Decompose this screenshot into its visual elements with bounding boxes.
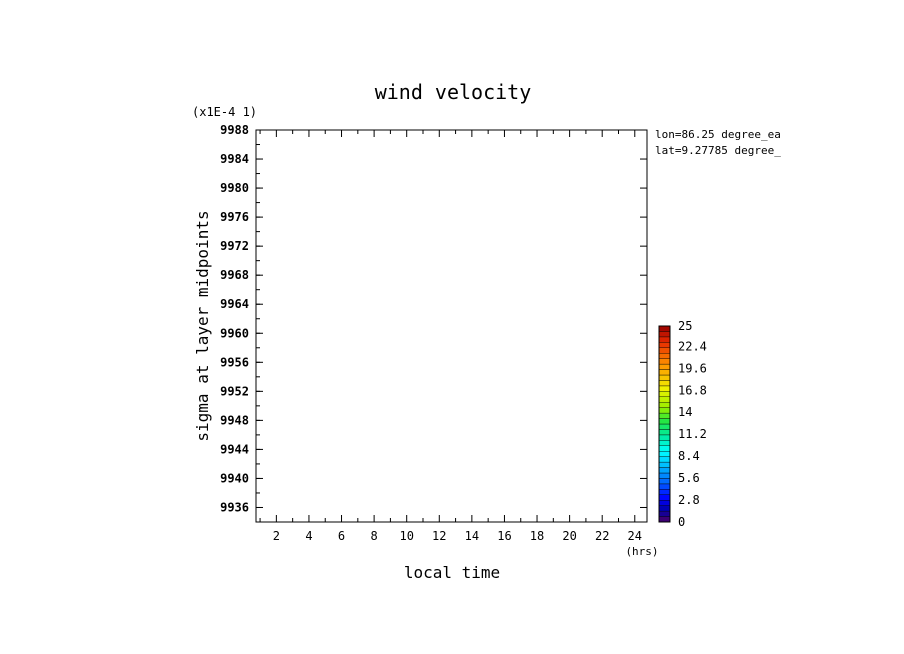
colorbar-tick-label: 11.2 xyxy=(678,427,707,441)
y-tick-label: 9944 xyxy=(220,442,249,456)
colorbar-band xyxy=(658,500,671,506)
colorbar-band xyxy=(658,445,671,452)
colorbar-band xyxy=(658,353,671,359)
colorbar-band xyxy=(658,510,671,517)
chart-title: wind velocity xyxy=(375,80,532,104)
colorbar-band xyxy=(658,363,671,370)
x-tick-label: 6 xyxy=(338,529,345,543)
colorbar-band xyxy=(658,402,671,408)
x-tick-label: 24 xyxy=(628,529,642,543)
colorbar-band xyxy=(658,505,671,512)
colorbar-band xyxy=(658,456,671,463)
y-tick-label: 9956 xyxy=(220,355,249,369)
plot-frame xyxy=(255,129,648,523)
colorbar-tick-label: 22.4 xyxy=(678,339,707,353)
x-tick-label: 22 xyxy=(595,529,609,543)
y-tick-label: 9936 xyxy=(220,500,249,514)
colorbar-tick-label: 25 xyxy=(678,319,692,333)
colorbar-band xyxy=(658,391,671,397)
y-tick-label: 9968 xyxy=(220,268,249,282)
colorbar-tick-label: 0 xyxy=(678,515,685,529)
x-tick-label: 18 xyxy=(530,529,544,543)
colorbar-band xyxy=(658,347,671,354)
annotation-lat: lat=9.27785 degree_ xyxy=(655,144,781,157)
colorbar-band xyxy=(658,374,671,381)
x-tick-label: 20 xyxy=(562,529,576,543)
colorbar-band xyxy=(658,423,671,430)
colorbar-band xyxy=(658,472,671,479)
x-tick-label: 4 xyxy=(305,529,312,543)
y-tick-label: 9948 xyxy=(220,413,249,427)
x-tick-label: 10 xyxy=(399,529,413,543)
colorbar-band xyxy=(658,467,671,474)
y-tick-label: 9940 xyxy=(220,471,249,485)
y-tick-label: 9984 xyxy=(220,152,249,166)
colorbar-band xyxy=(658,489,671,495)
colorbar-band xyxy=(658,483,671,490)
x-tick-label: 8 xyxy=(370,529,377,543)
colorbar-band xyxy=(658,385,671,392)
colorbar-band xyxy=(658,440,671,446)
y-axis-label: sigma at layer midpoints xyxy=(193,210,212,441)
colorbar-band xyxy=(658,396,671,403)
y-tick-label: 9964 xyxy=(220,297,249,311)
y-tick-label: 9988 xyxy=(220,123,249,137)
y-tick-label: 9960 xyxy=(220,326,249,340)
annotation-lon: lon=86.25 degree_ea xyxy=(655,128,781,141)
colorbar-band xyxy=(658,331,671,338)
colorbar-frame xyxy=(658,325,671,523)
colorbar-band xyxy=(658,418,671,425)
colorbar-band xyxy=(658,478,671,485)
colorbar-band xyxy=(658,358,671,365)
colorbar-band xyxy=(658,516,671,523)
colorbar-band xyxy=(658,336,671,343)
colorbar-tick-label: 2.8 xyxy=(678,493,700,507)
x-tick-label: 16 xyxy=(497,529,511,543)
y-scale-note: (x1E-4 1) xyxy=(192,105,257,119)
axes: 2 4 6 8 10 12 14 16 18 20 22 2499369940994499489952… xyxy=(220,123,647,543)
colorbar-band xyxy=(658,380,671,387)
colorbar-band xyxy=(658,369,671,376)
y-tick-label: 9976 xyxy=(220,210,249,224)
colorbar: 25 22.4 19.6 16.8 14 11.2 8.4 5.6 2.8 0 xyxy=(658,319,707,529)
x-tick-label: 14 xyxy=(465,529,479,543)
x-axis-unit: (hrs) xyxy=(625,545,658,558)
colorbar-band xyxy=(658,407,671,414)
y-tick-label: 9952 xyxy=(220,384,249,398)
x-tick-label: 2 xyxy=(273,529,280,543)
colorbar-tick-label: 19.6 xyxy=(678,361,707,375)
y-tick-label: 9972 xyxy=(220,239,249,253)
colorbar-band xyxy=(658,451,671,457)
colorbar-band xyxy=(658,429,671,436)
colorbar-band xyxy=(658,461,671,468)
colorbar-tick-label: 8.4 xyxy=(678,449,700,463)
colorbar-tick-label: 16.8 xyxy=(678,383,707,397)
x-axis-label: local time xyxy=(404,563,500,582)
colorbar-tick-label: 14 xyxy=(678,405,692,419)
colorbar-band xyxy=(658,494,671,501)
colorbar-tick-label: 5.6 xyxy=(678,471,700,485)
colorbar-band xyxy=(658,325,671,332)
y-tick-label: 9980 xyxy=(220,181,249,195)
colorbar-band xyxy=(658,342,671,348)
x-tick-label: 12 xyxy=(432,529,446,543)
colorbar-band xyxy=(658,412,671,419)
colorbar-band xyxy=(658,434,671,441)
